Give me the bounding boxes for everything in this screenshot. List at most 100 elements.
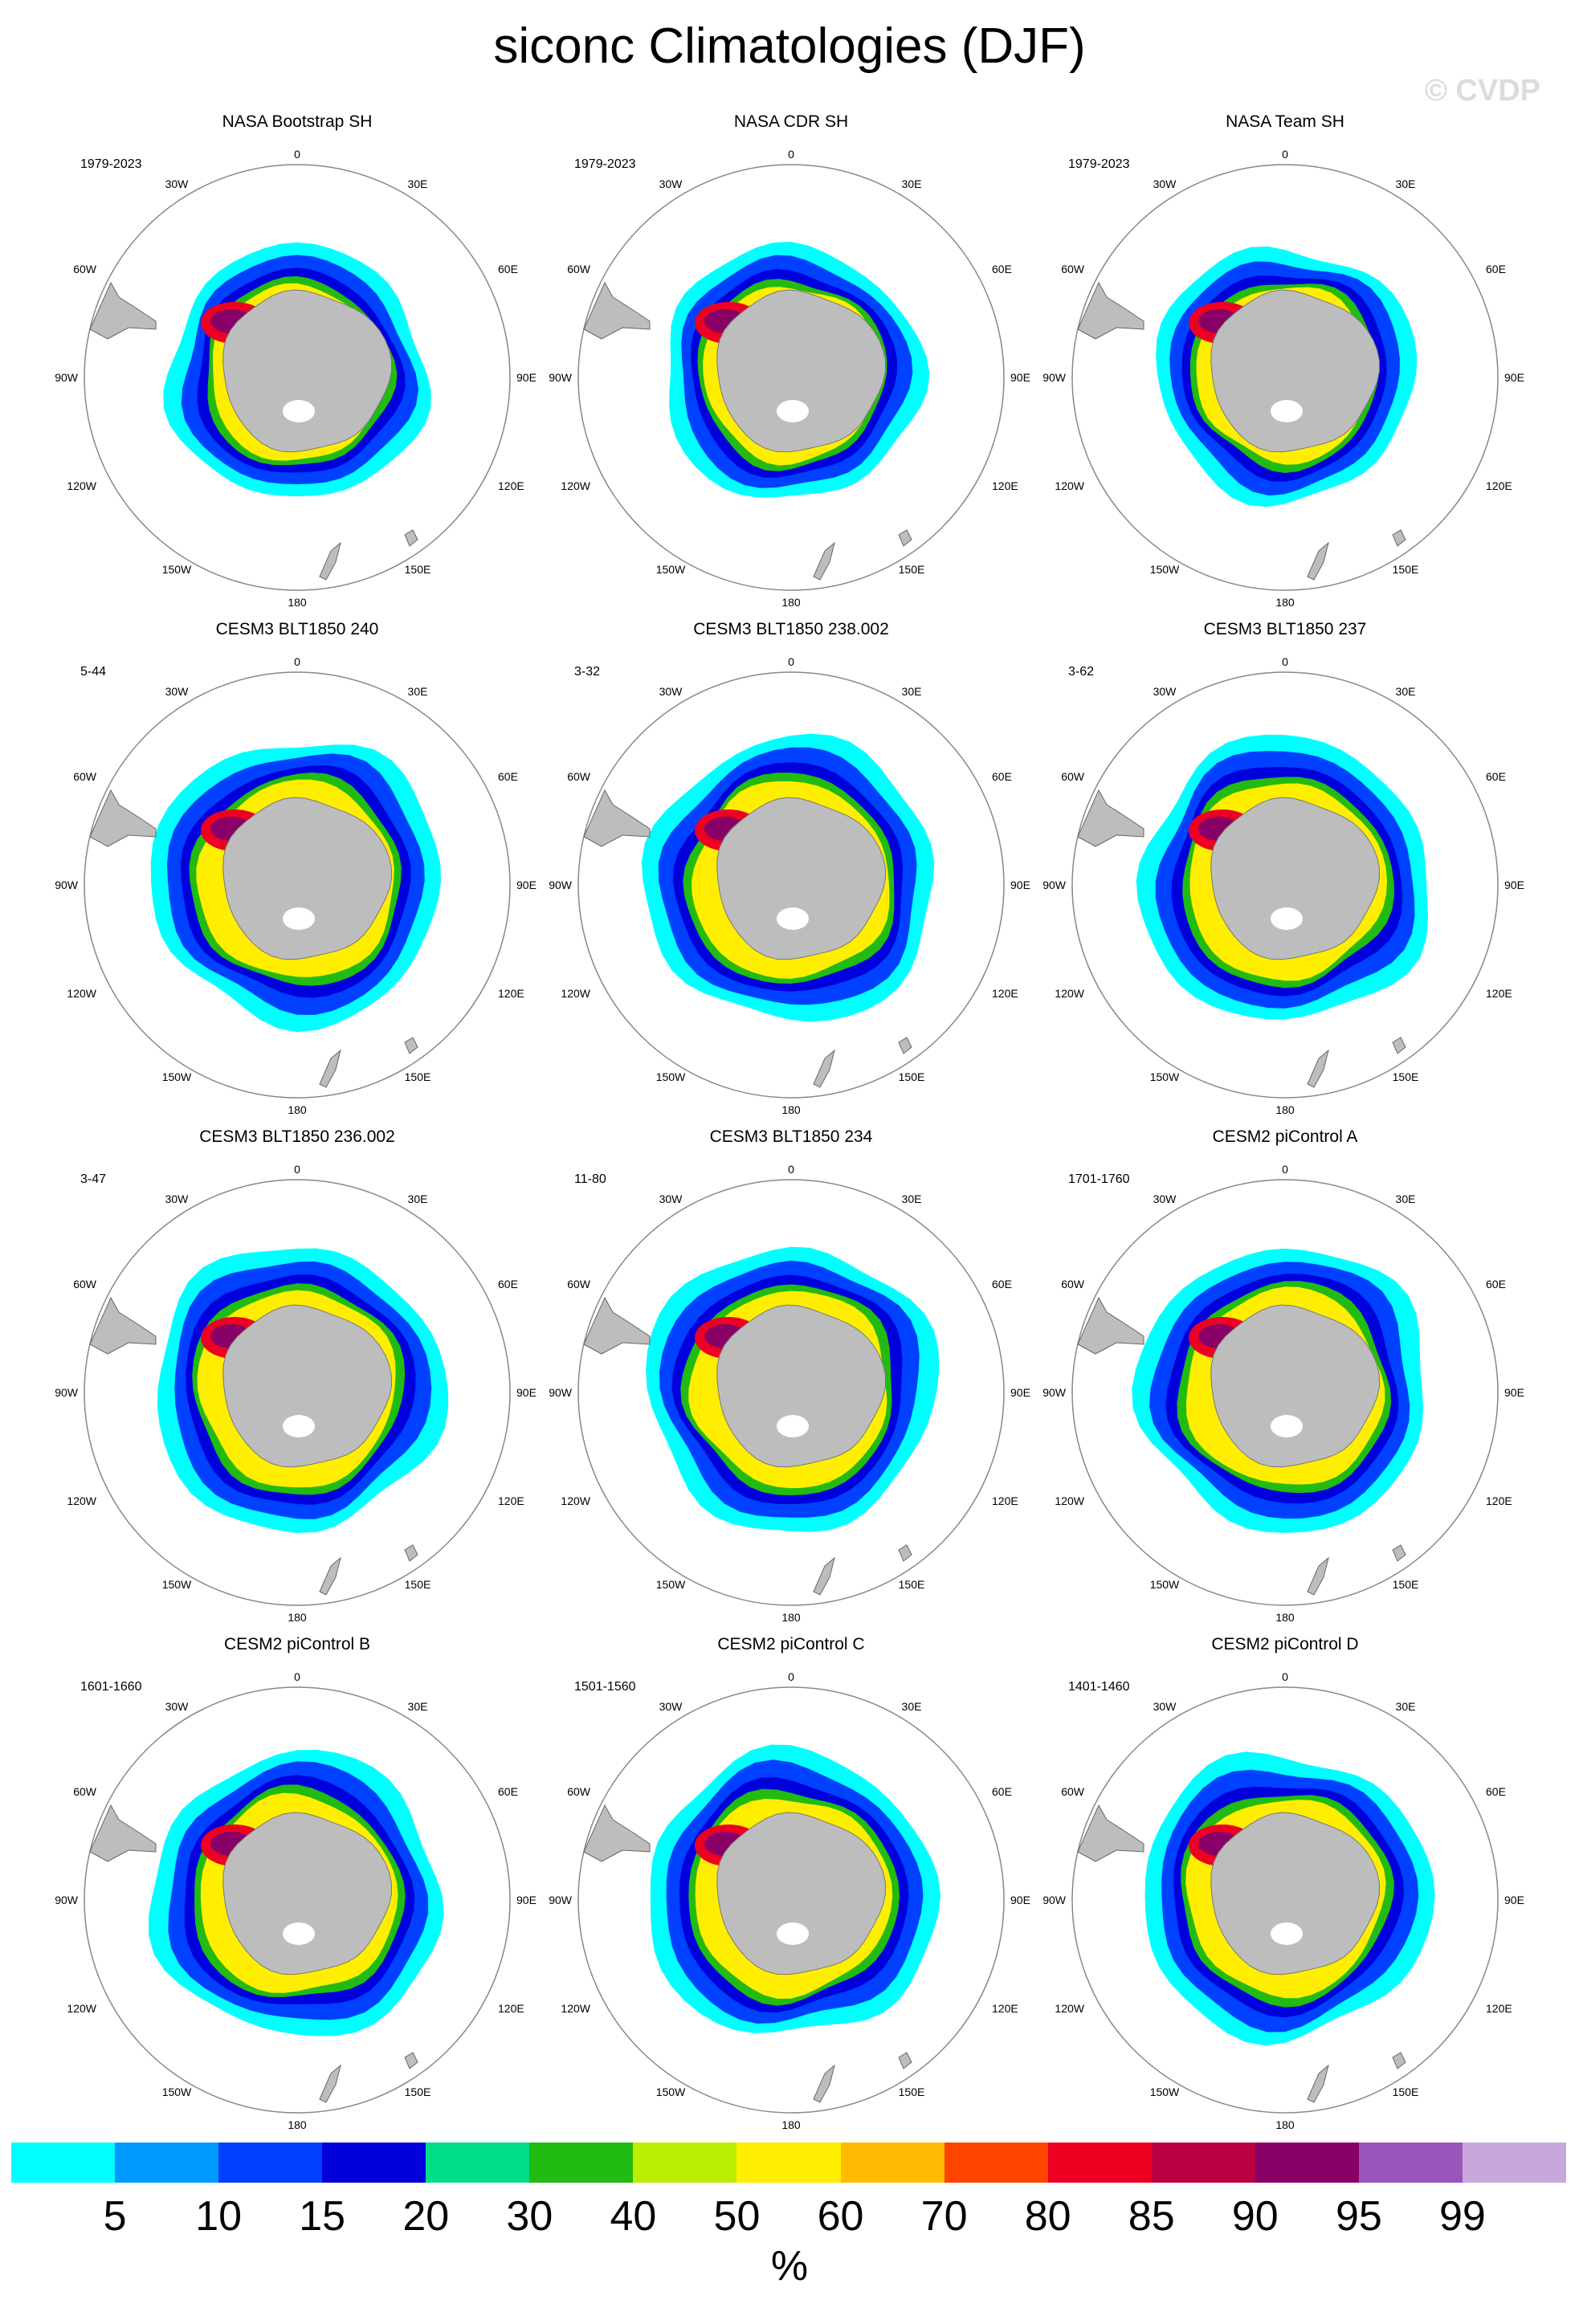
longitude-label: 60E [498, 1785, 518, 1798]
longitude-label: 180 [781, 1103, 801, 1116]
longitude-label: 150W [1150, 2085, 1180, 2098]
ross-ice-shelf [283, 1922, 315, 1945]
panel-title: CESM2 piControl B [223, 1635, 371, 1653]
panel-year-range: 3-32 [574, 665, 601, 679]
south-america-land [1077, 1804, 1144, 1862]
longitude-label: 150W [162, 563, 192, 576]
longitude-label: 90E [516, 1894, 537, 1906]
new-zealand-land [813, 1049, 835, 1088]
longitude-label: 90W [1042, 371, 1067, 384]
longitude-label: 30W [165, 1700, 190, 1713]
panel-year-range: 1601-1660 [80, 1680, 142, 1694]
longitude-label: 90W [55, 371, 79, 384]
longitude-label: 0 [294, 148, 300, 161]
longitude-label: 30E [1396, 177, 1416, 190]
new-zealand-land [813, 1556, 835, 1596]
longitude-label: 180 [288, 1103, 307, 1116]
main-title: siconc Climatologies (DJF) [493, 18, 1086, 74]
longitude-label: 90W [549, 879, 573, 891]
longitude-label: 150W [162, 1070, 192, 1083]
longitude-label: 30E [1396, 685, 1416, 698]
longitude-label: 60E [498, 1278, 518, 1290]
longitude-label: 180 [288, 2118, 307, 2131]
ross-ice-shelf [777, 1415, 809, 1437]
longitude-label: 30W [165, 685, 190, 698]
longitude-label: 120W [1055, 2002, 1084, 2015]
longitude-label: 30W [659, 177, 683, 190]
ross-ice-shelf [1271, 1922, 1303, 1945]
polar-map: 0 180 30W 30E 60W 60E 90W 90E 120W 120E 150W 150E [55, 1163, 537, 1624]
new-zealand-land [1307, 1049, 1329, 1088]
longitude-label: 150W [162, 1578, 192, 1591]
panel-title: CESM3 BLT1850 237 [1203, 620, 1367, 638]
longitude-label: 180 [1275, 1611, 1295, 1624]
antarctica-land [222, 1812, 393, 1975]
tasmania-land [1392, 2052, 1406, 2069]
colorbar-box [633, 2143, 737, 2183]
map-panel: CESM2 piControl B 1601-1660 0 180 30W 30E 60W 6… [40, 1635, 554, 2157]
new-zealand-land [319, 541, 341, 581]
colorbar-tick-label: 50 [713, 2193, 761, 2240]
longitude-label: 60E [992, 263, 1012, 275]
polar-map: 0 180 30W 30E 60W 60E 90W 90E 120W 120E 150W 150E [1042, 655, 1524, 1116]
longitude-label: 150E [405, 1070, 431, 1083]
colorbar-box [1358, 2143, 1463, 2183]
polar-map: 0 180 30W 30E 60W 60E 90W 90E 120W 120E 150W 150E [1042, 1163, 1524, 1624]
ross-ice-shelf [1271, 1415, 1303, 1437]
tasmania-land [404, 1544, 418, 1562]
panel-year-range: 1979-2023 [1068, 157, 1130, 171]
longitude-label: 120W [561, 2002, 590, 2015]
longitude-label: 120E [992, 1494, 1018, 1507]
ross-ice-shelf [1271, 907, 1303, 930]
longitude-label: 60E [992, 1785, 1012, 1798]
longitude-label: 0 [788, 1163, 794, 1176]
longitude-label: 30W [1153, 1193, 1177, 1205]
new-zealand-land [319, 1556, 341, 1596]
colorbar-tick-label: 85 [1128, 2193, 1175, 2240]
south-america-land [89, 281, 157, 340]
longitude-label: 30E [902, 177, 922, 190]
colorbar-box [426, 2143, 530, 2183]
south-america-land [1077, 789, 1144, 847]
colorbar-box [1047, 2143, 1152, 2183]
south-america-land [583, 1804, 651, 1862]
longitude-label: 90W [1042, 879, 1067, 891]
colorbar-box [736, 2143, 841, 2183]
antarctica-land [1210, 797, 1381, 960]
longitude-label: 0 [1282, 1670, 1288, 1683]
longitude-label: 90E [1504, 1894, 1524, 1906]
colorbar-box [1151, 2143, 1255, 2183]
longitude-label: 150E [1393, 1578, 1419, 1591]
colorbar-tick-label: 60 [817, 2193, 864, 2240]
tasmania-land [1392, 1037, 1406, 1054]
longitude-label: 0 [1282, 655, 1288, 668]
longitude-label: 60E [992, 770, 1012, 783]
longitude-label: 120E [1486, 479, 1512, 492]
longitude-label: 90E [1010, 879, 1030, 891]
longitude-label: 30W [165, 177, 190, 190]
panel-year-range: 5-44 [80, 665, 107, 679]
colorbar [11, 2143, 1566, 2183]
longitude-label: 180 [1275, 2118, 1295, 2131]
longitude-label: 120E [1486, 987, 1512, 1000]
panel-title: CESM3 BLT1850 238.002 [693, 620, 889, 638]
longitude-label: 150W [1150, 1578, 1180, 1591]
longitude-label: 90W [55, 1894, 79, 1906]
longitude-label: 120W [67, 479, 96, 492]
longitude-label: 60W [73, 1278, 97, 1290]
longitude-label: 30E [902, 685, 922, 698]
colorbar-tick-label: 5 [103, 2193, 127, 2240]
polar-map: 0 180 30W 30E 60W 60E 90W 90E 120W 120E 150W 150E [1042, 1670, 1524, 2131]
longitude-label: 180 [781, 596, 801, 609]
panel-year-range: 1501-1560 [574, 1680, 636, 1694]
longitude-label: 90E [516, 1386, 537, 1399]
longitude-label: 90W [549, 1386, 573, 1399]
map-panel: CESM2 piControl C 1501-1560 0 180 30W 30E 60W 6… [534, 1635, 1048, 2157]
longitude-label: 150W [162, 2085, 192, 2098]
map-panel: CESM3 BLT1850 236.002 3-47 0 180 30W 30E 60W 60… [40, 1127, 554, 1649]
new-zealand-land [813, 541, 835, 581]
longitude-label: 30E [902, 1193, 922, 1205]
map-panel: CESM3 BLT1850 240 5-44 0 180 30W 30E 60W 60E 90W… [40, 620, 554, 1142]
longitude-label: 60E [1486, 770, 1506, 783]
longitude-label: 150W [1150, 563, 1180, 576]
